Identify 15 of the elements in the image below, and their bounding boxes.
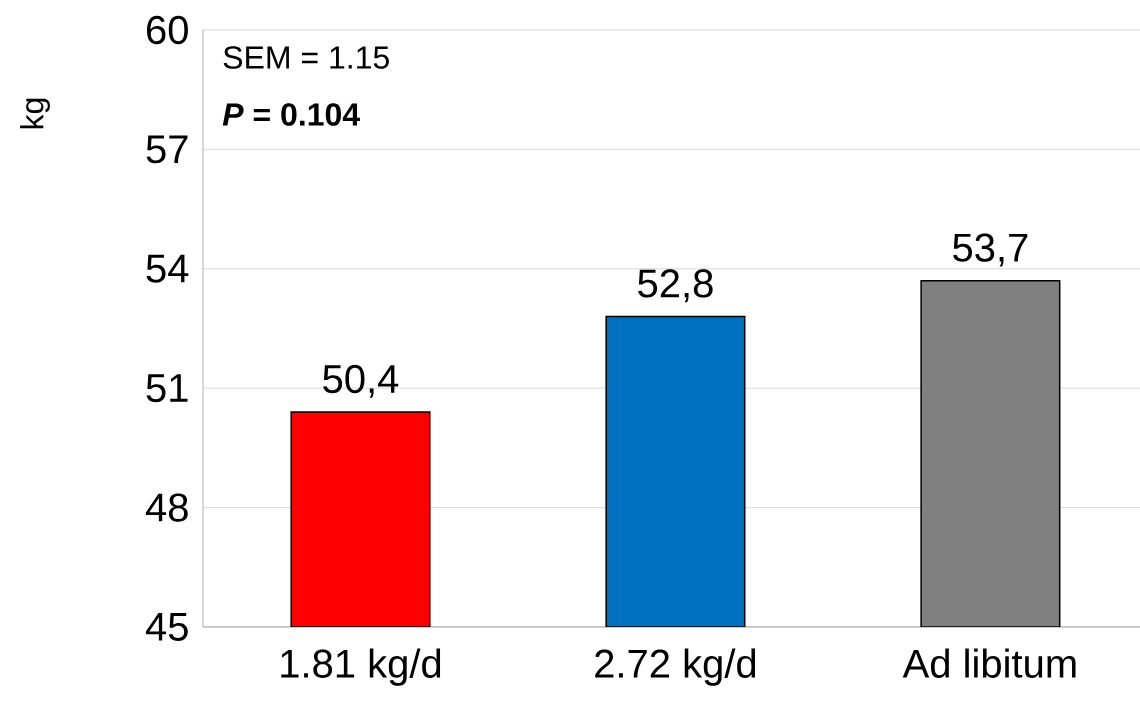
x-tick-label: Ad libitum	[902, 648, 1076, 678]
y-tick-label: 57	[146, 135, 188, 164]
y-tick-label: 51	[146, 374, 188, 403]
y-tick-label: 45	[145, 613, 188, 641]
data-label: 50,4	[323, 364, 399, 398]
x-tick-label: 2.72 kg/d	[595, 648, 756, 686]
y-tick-label: 48	[145, 493, 188, 522]
y-tick-label: 54	[146, 254, 189, 283]
x-tick-label: 1.81 kg/d	[281, 648, 441, 686]
y-tick-label: 60	[147, 15, 188, 45]
annotation: P = 0.104	[222, 103, 360, 126]
data-label: 53,7	[953, 233, 1028, 267]
y-axis-title: kg	[20, 98, 50, 129]
data-label: 52,8	[638, 269, 713, 303]
annotation: SEM = 1.15	[223, 46, 389, 69]
